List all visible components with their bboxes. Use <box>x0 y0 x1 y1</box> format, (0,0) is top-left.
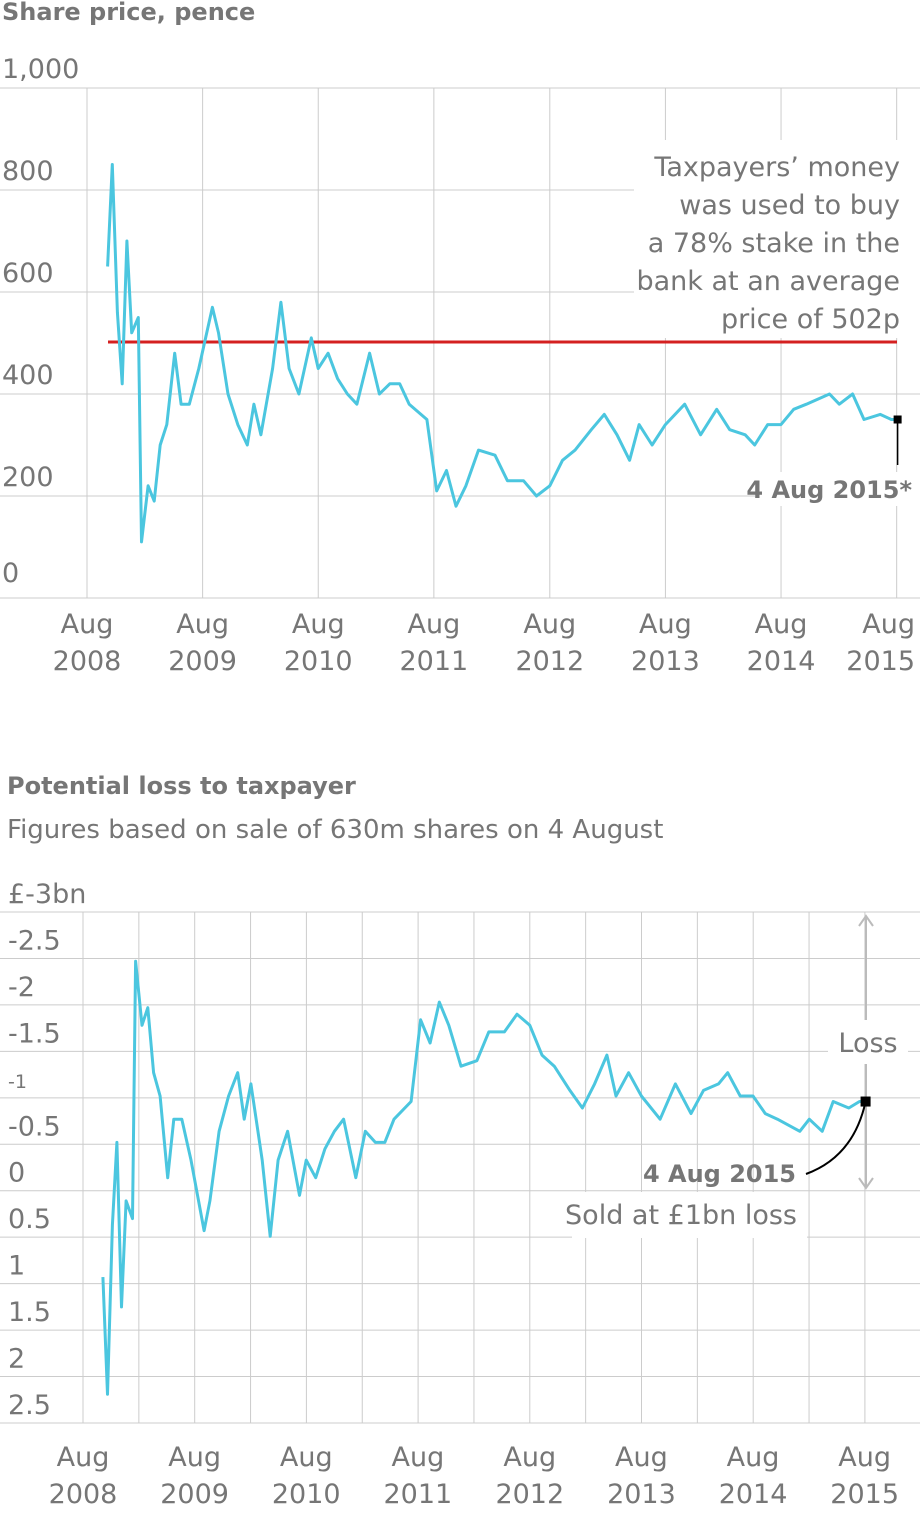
x-tick-label: 2015 <box>846 646 915 677</box>
x-tick-label: 2011 <box>400 646 469 677</box>
x-tick-label: Aug <box>168 1442 221 1473</box>
y-tick-label: 1,000 <box>2 54 79 85</box>
arrow-down-icon <box>858 1177 874 1190</box>
y-tick-label: 0 <box>8 1158 25 1189</box>
x-tick-label: Aug <box>407 609 460 640</box>
y-tick-label: £-3bn <box>8 879 86 910</box>
y-tick-label: -1 <box>8 1071 27 1093</box>
chart-subtitle: Figures based on sale of 630m shares on … <box>7 815 663 845</box>
y-tick-label: 800 <box>2 156 54 187</box>
x-tick-label: Aug <box>503 1442 556 1473</box>
y-tick-label: 1.5 <box>8 1297 51 1328</box>
x-tick-label: 2013 <box>607 1479 676 1510</box>
x-tick-label: 2009 <box>168 646 237 677</box>
x-tick-label: Aug <box>639 609 692 640</box>
annotation-text: Taxpayers’ money <box>653 152 900 183</box>
y-tick-label: 0 <box>2 558 19 589</box>
y-tick-label: 0.5 <box>8 1204 51 1235</box>
x-tick-label: Aug <box>615 1442 668 1473</box>
chart-title: Share price, pence <box>2 0 255 26</box>
y-tick-label: 1 <box>8 1251 25 1282</box>
end-marker <box>893 415 902 424</box>
loss-label-background <box>828 1020 908 1064</box>
x-tick-label: Aug <box>727 1442 780 1473</box>
y-tick-label: 2.5 <box>8 1390 51 1421</box>
x-tick-label: Aug <box>862 609 915 640</box>
end-date-label: 4 Aug 2015* <box>746 476 912 504</box>
end-note-background <box>572 1192 807 1238</box>
y-tick-label: -2 <box>8 972 35 1003</box>
chart-title: Potential loss to taxpayer <box>7 772 356 800</box>
x-tick-label: Aug <box>61 609 114 640</box>
x-tick-label: Aug <box>176 609 229 640</box>
x-tick-label: 2011 <box>384 1479 453 1510</box>
annotation-text: bank at an average <box>636 266 900 297</box>
x-tick-label: 2012 <box>495 1479 564 1510</box>
x-tick-label: 2008 <box>53 646 122 677</box>
annotation-text: price of 502p <box>721 304 900 335</box>
x-tick-label: 2009 <box>160 1479 229 1510</box>
share-price-chart: Share price, pence 0 200 400 600 800 1,000 Aug… <box>0 0 920 677</box>
x-tick-label: Aug <box>280 1442 333 1473</box>
x-tick-label: Aug <box>838 1442 891 1473</box>
y-tick-label: -0.5 <box>8 1111 61 1142</box>
end-date-label: 4 Aug 2015 <box>643 1160 796 1188</box>
annotation-background <box>634 140 920 338</box>
end-note-label: Sold at £1bn loss <box>565 1200 797 1231</box>
potential-loss-chart: Potential loss to taxpayer Figures based… <box>0 772 920 1510</box>
y-tick-label: -1.5 <box>8 1018 61 1049</box>
y-tick-label: 600 <box>2 258 54 289</box>
x-tick-label: 2014 <box>747 646 816 677</box>
x-tick-label: Aug <box>392 1442 445 1473</box>
arrow-up-icon <box>858 914 874 927</box>
annotation-text: was used to buy <box>679 190 900 221</box>
annotation-text: a 78% stake in the <box>648 228 900 259</box>
loss-label: Loss <box>838 1028 897 1059</box>
x-tick-label: 2014 <box>719 1479 788 1510</box>
x-tick-label: 2015 <box>830 1479 899 1510</box>
end-marker-leader <box>805 1101 867 1175</box>
y-tick-label: -2.5 <box>8 925 61 956</box>
x-tick-label: 2010 <box>284 646 353 677</box>
y-tick-label: 2 <box>8 1344 25 1375</box>
y-tick-label: 400 <box>2 360 54 391</box>
end-marker <box>860 1096 871 1107</box>
y-tick-label: 200 <box>2 462 54 493</box>
x-tick-label: 2013 <box>631 646 700 677</box>
x-tick-label: Aug <box>57 1442 110 1473</box>
end-label-background <box>755 472 920 506</box>
x-tick-label: 2008 <box>49 1479 118 1510</box>
x-tick-label: 2010 <box>272 1479 341 1510</box>
x-tick-label: Aug <box>755 609 808 640</box>
x-tick-label: Aug <box>292 609 345 640</box>
x-tick-label: Aug <box>523 609 576 640</box>
x-tick-label: 2012 <box>515 646 584 677</box>
